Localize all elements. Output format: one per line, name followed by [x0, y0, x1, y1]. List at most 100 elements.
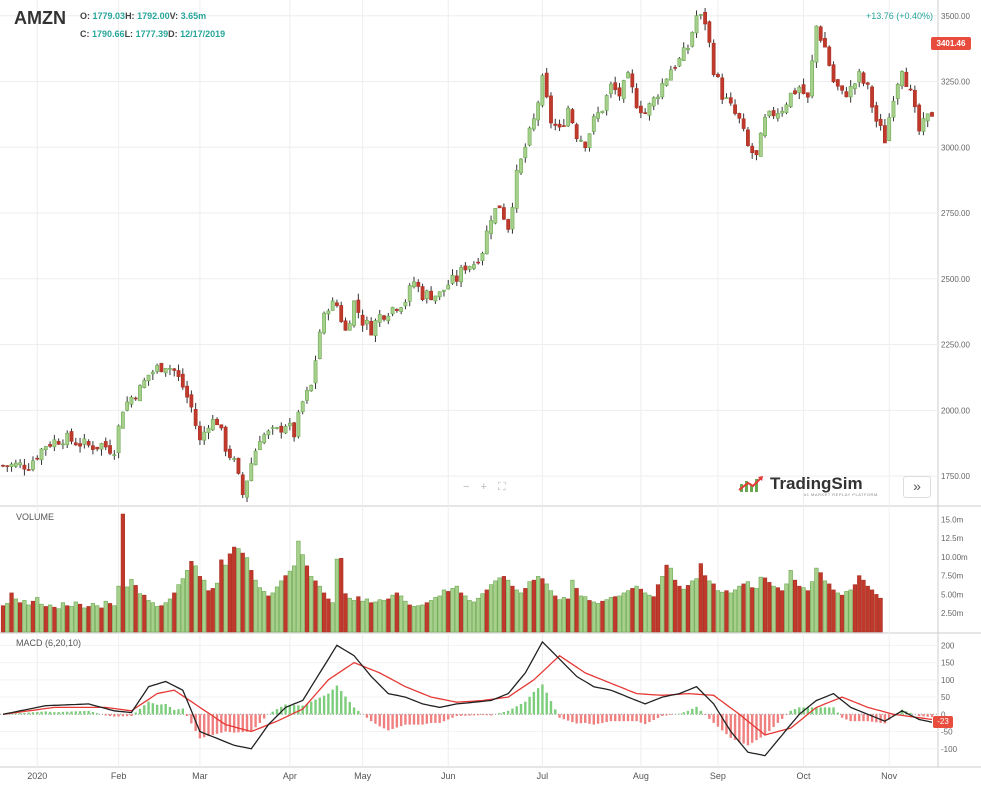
volume-bar: [703, 575, 708, 633]
expand-button[interactable]: »: [903, 476, 931, 498]
time-tick-label: Nov: [881, 771, 898, 781]
candle-body: [865, 82, 870, 85]
volume-bar: [497, 577, 502, 633]
macd-line: [2, 640, 933, 757]
volume-bar: [386, 598, 391, 633]
candle-body: [146, 374, 151, 382]
candle-body: [895, 84, 900, 100]
volume-bar: [630, 588, 635, 633]
macd-histogram-bar: [524, 701, 527, 715]
candle-body: [223, 426, 228, 452]
candle-body: [514, 170, 519, 209]
macd-histogram-bar: [275, 709, 279, 715]
macd-histogram-bar: [562, 714, 566, 720]
candle-body: [698, 14, 703, 16]
candle-body: [159, 363, 164, 373]
candle-body: [450, 275, 455, 284]
fit-button[interactable]: ⛶: [498, 481, 506, 493]
low-label: L:: [124, 29, 134, 39]
volume-bar: [369, 602, 374, 633]
volume-bar: [839, 594, 845, 633]
candle-body: [168, 368, 172, 370]
candle-body: [750, 145, 755, 153]
macd-histogram-bar: [36, 711, 39, 715]
volume-value: 3.65m: [180, 11, 207, 21]
volume-bar: [326, 598, 331, 633]
candle-body: [784, 104, 789, 113]
candle-body: [630, 73, 635, 88]
high-value: 1792.00: [137, 11, 170, 21]
macd-histogram-bar: [374, 714, 377, 724]
candle-body: [210, 419, 215, 431]
candle-body: [651, 97, 656, 107]
zoom-in-button[interactable]: +: [480, 481, 487, 493]
macd-histogram-bar: [155, 704, 159, 715]
candle-body: [236, 457, 241, 474]
volume-bar: [480, 593, 485, 633]
macd-histogram-bar: [395, 714, 399, 728]
volume-series: [0, 513, 883, 633]
time-tick-label: Jun: [441, 771, 456, 781]
volume-bar: [655, 584, 661, 633]
macd-histogram-bar: [502, 711, 506, 715]
macd-histogram-bar: [592, 714, 595, 725]
volume-bar: [848, 589, 853, 633]
macd-histogram-bar: [232, 714, 236, 733]
macd-histogram-bar: [147, 701, 150, 715]
macd-histogram-bar: [485, 714, 488, 716]
zoom-out-button[interactable]: −: [463, 481, 470, 493]
ohlc-row-1: O: 1779.03H: 1792.00V: 3.65m: [80, 11, 206, 21]
candle-body: [352, 300, 356, 326]
volume-bar: [146, 600, 151, 633]
volume-bar: [22, 600, 27, 633]
candle-body: [609, 83, 613, 94]
macd-histogram-bar: [215, 714, 219, 734]
date-value: 12/17/2019: [180, 29, 226, 39]
candle-body: [330, 300, 335, 311]
candle-body: [574, 124, 579, 140]
macd-last-badge: -23: [933, 716, 953, 728]
macd-histogram-bar: [930, 714, 934, 718]
candle-body: [18, 462, 23, 466]
macd-histogram-bar: [271, 711, 274, 715]
macd-histogram-bar: [369, 714, 373, 722]
candle-body: [399, 307, 404, 312]
volume-bar: [553, 595, 558, 633]
volume-bar: [193, 565, 198, 633]
volume-bar: [150, 602, 155, 633]
macd-histogram-bar: [866, 714, 869, 722]
macd-tick-label: 150: [941, 659, 955, 668]
candle-body: [48, 444, 52, 447]
macd-histogram-bar: [729, 714, 732, 738]
time-tick-label: Jul: [537, 771, 549, 781]
candle-body: [917, 104, 922, 132]
volume-bar: [634, 585, 639, 633]
volume-bar: [274, 586, 280, 633]
candle-body: [206, 427, 211, 433]
candle-body: [660, 83, 665, 98]
macd-histogram-bar: [87, 710, 90, 715]
macd-histogram-bar: [639, 714, 643, 723]
volume-bar: [488, 584, 494, 633]
volume-bar: [788, 570, 793, 633]
volume-bar: [715, 590, 721, 633]
candle-body: [741, 118, 746, 129]
macd-histogram-bar: [18, 713, 22, 715]
candle-body: [647, 103, 652, 116]
macd-histogram-bar: [164, 703, 167, 715]
volume-bar: [647, 594, 652, 633]
candle-body: [544, 72, 549, 98]
candle-body: [835, 79, 840, 87]
open-label: O:: [80, 11, 90, 21]
volume-bar: [56, 608, 61, 633]
candle-body: [728, 97, 733, 104]
volume-bar: [570, 579, 575, 633]
candle-body: [407, 285, 412, 302]
volume-bar: [471, 601, 477, 633]
macd-histogram-bar: [768, 714, 771, 731]
volume-bar: [844, 591, 849, 633]
macd-histogram-bar: [596, 714, 600, 724]
candle-body: [382, 315, 386, 320]
volume-bar: [531, 579, 536, 633]
